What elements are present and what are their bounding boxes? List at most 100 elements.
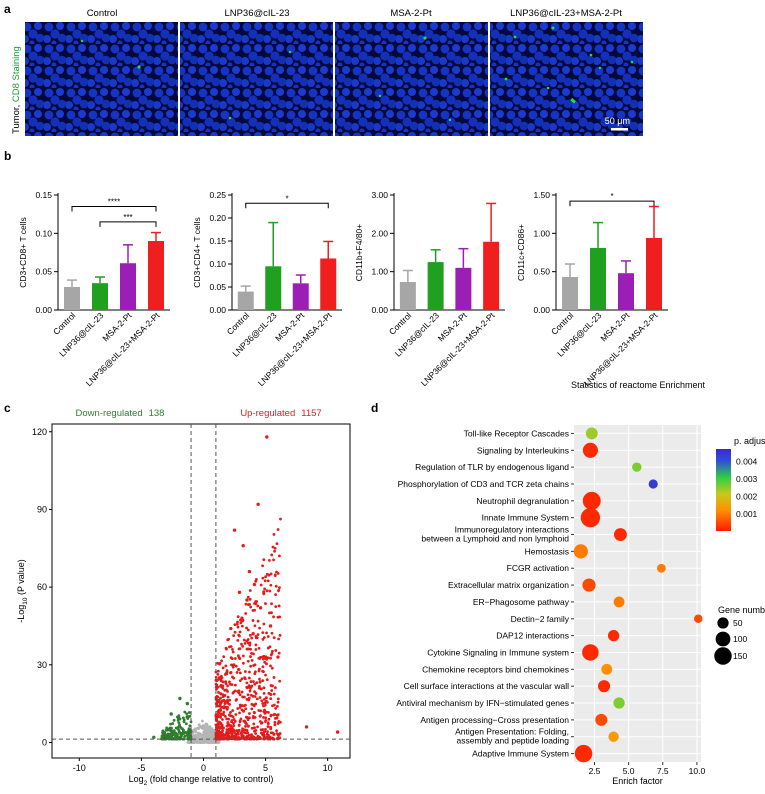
up-point <box>216 669 220 673</box>
up-point <box>220 685 224 689</box>
up-point <box>251 694 255 698</box>
down-point <box>178 723 182 727</box>
up-point <box>225 669 229 673</box>
significance-bracket <box>569 200 655 207</box>
cd8-spots <box>80 26 634 122</box>
term-dot <box>582 578 596 592</box>
up-point <box>229 724 233 727</box>
up-point <box>263 660 267 664</box>
up-point <box>232 721 235 725</box>
up-point <box>246 724 250 728</box>
ns-point <box>197 739 201 743</box>
up-point <box>263 656 267 660</box>
up-point <box>238 706 242 709</box>
up-point <box>242 709 246 713</box>
up-point <box>273 549 276 553</box>
up-point <box>219 722 222 726</box>
ns-point <box>216 740 220 744</box>
up-point <box>238 657 242 660</box>
up-point <box>237 668 241 671</box>
down-point <box>180 726 183 730</box>
up-point <box>244 728 248 732</box>
up-point <box>225 724 229 728</box>
y-axis-label: CD3+CD4+ T cells <box>192 217 202 288</box>
up-point <box>256 619 260 623</box>
up-point <box>276 722 280 725</box>
up-point <box>248 633 252 637</box>
up-point <box>276 528 280 531</box>
significance-label: * <box>285 194 288 203</box>
up-point <box>244 707 248 711</box>
up-point <box>240 624 244 628</box>
up-point <box>218 662 221 666</box>
up-point <box>240 677 244 681</box>
y-axis-label: CD11c+CD86+ <box>516 224 526 281</box>
up-point <box>217 715 221 719</box>
scale-bar-label: 50 μm <box>605 116 630 126</box>
term-label: Immunoregulatory interactions <box>455 525 569 535</box>
up-point <box>230 737 234 741</box>
up-point <box>264 716 268 720</box>
up-point <box>215 687 218 691</box>
up-point <box>270 631 274 635</box>
up-point <box>271 684 274 688</box>
up-point <box>278 633 282 637</box>
ns-point <box>209 727 213 731</box>
up-point <box>236 729 240 733</box>
up-point <box>250 707 254 711</box>
up-point <box>231 665 235 669</box>
ns-point <box>186 740 190 744</box>
up-point <box>275 704 279 708</box>
up-point <box>230 720 233 723</box>
up-point <box>254 636 258 640</box>
down-point <box>177 714 181 717</box>
up-point <box>236 620 239 624</box>
up-point <box>335 730 340 734</box>
up-point <box>273 546 277 550</box>
up-point <box>254 643 258 647</box>
up-point <box>253 682 257 686</box>
up-point <box>242 661 245 665</box>
term-label: between a Lymphoid and non lymphoid <box>421 534 569 544</box>
bar-chart-4: 0.000.501.001.50CD11c+CD86+ControlLNP36@… <box>516 190 668 388</box>
y-tick-label: 1.00 <box>533 228 550 238</box>
y-tick-label: 30 <box>37 660 47 670</box>
ns-point <box>196 726 199 730</box>
header-control: Control <box>87 8 118 19</box>
term-dot <box>597 680 611 693</box>
term-dot <box>607 629 620 642</box>
up-point <box>277 651 281 655</box>
up-point <box>226 728 230 732</box>
ns-point <box>204 722 208 726</box>
up-point <box>229 656 233 659</box>
up-point <box>232 663 236 667</box>
up-point <box>278 720 282 724</box>
down-point <box>180 734 183 738</box>
up-point <box>266 579 270 583</box>
up-point <box>277 604 281 608</box>
up-point <box>236 615 240 619</box>
term-dot <box>694 614 703 623</box>
up-point <box>258 696 262 699</box>
up-point <box>258 606 263 610</box>
term-label: Hemostasis <box>525 546 569 556</box>
up-point <box>237 647 241 651</box>
up-point <box>233 689 237 693</box>
up-point <box>234 664 238 668</box>
up-point <box>265 589 269 593</box>
down-point <box>177 716 181 720</box>
size-legend-title: Gene number <box>718 605 765 615</box>
up-point <box>216 672 220 676</box>
y-tick-label: 0.15 <box>209 236 226 246</box>
up-point <box>274 649 278 652</box>
ns-point <box>202 732 206 736</box>
up-point <box>269 713 273 717</box>
up-point <box>252 726 256 730</box>
term-dot <box>585 427 598 440</box>
up-point <box>269 656 272 660</box>
y-tick-label: 90 <box>37 504 47 514</box>
up-point <box>221 693 225 696</box>
bar <box>64 287 80 310</box>
up-point <box>247 676 251 680</box>
up-point <box>252 737 256 741</box>
